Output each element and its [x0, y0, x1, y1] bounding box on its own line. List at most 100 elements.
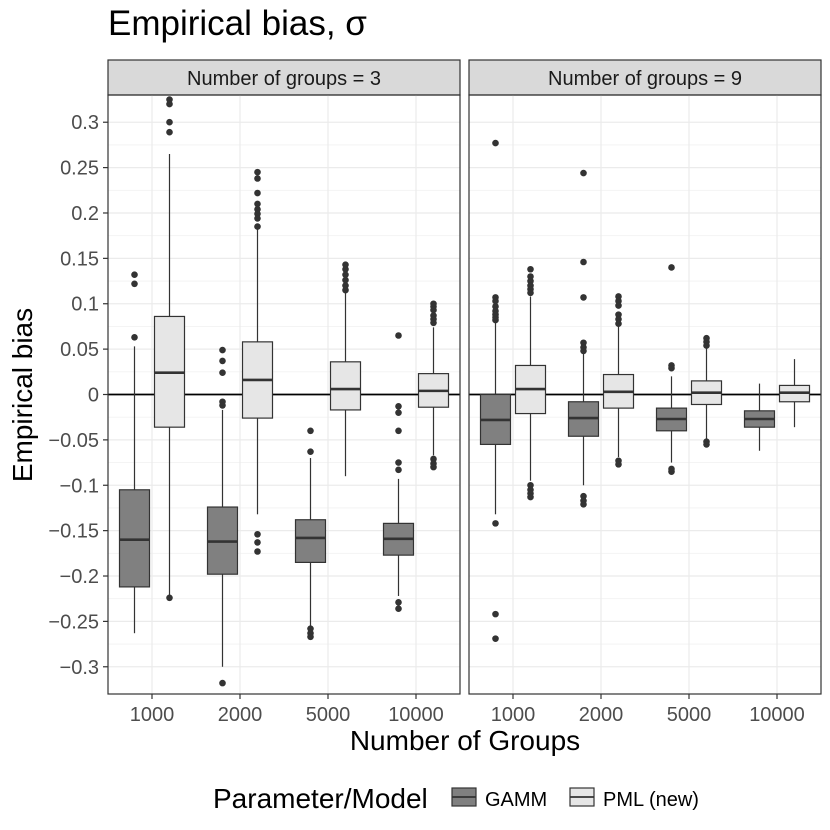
box-iqr [118, 489, 151, 588]
box-pml-2000 [602, 293, 635, 468]
outlier-point [580, 492, 587, 500]
outlier-point [254, 539, 261, 546]
outlier-point [430, 463, 437, 471]
outlier-point [580, 258, 587, 266]
y-axis: 0.3 0.25 0.2 0.15 0.1 0.05 0 −0.05 −0.1 −0.15 −0.2… [48, 112, 108, 679]
panel-border [468, 94, 822, 695]
legend-label-gamm: GAMM [485, 789, 547, 811]
x-tick-label: 2000 [218, 704, 263, 726]
outlier-point [527, 289, 534, 297]
outlier-point [527, 265, 534, 273]
outlier-point [219, 357, 226, 365]
outlier-point [131, 334, 138, 341]
outlier-point [492, 297, 499, 305]
outlier-point [166, 118, 173, 126]
box-gamm-5000 [655, 264, 688, 475]
outlier-point [580, 169, 587, 177]
outlier-point [527, 273, 534, 280]
y-tick-label: −0.2 [60, 566, 99, 588]
panel-1: Number of groups = 3 1000 2000 5000 10000 [107, 59, 461, 726]
outlier-point [395, 599, 402, 606]
x-tick-label: 1000 [130, 704, 175, 726]
outlier-point [430, 319, 437, 327]
box-pml-10000 [778, 359, 811, 428]
x-tick-label: 5000 [306, 704, 351, 726]
outlier-point [395, 459, 402, 466]
y-tick-label: −0.05 [48, 430, 99, 452]
outlier-point [395, 466, 402, 474]
outlier-point [615, 461, 622, 468]
outlier-point [430, 455, 437, 463]
outlier-point [254, 175, 261, 182]
box-gamm-2000 [567, 169, 600, 508]
outlier-point [254, 530, 261, 538]
outlier-point [580, 339, 587, 347]
box-pml-5000 [690, 334, 723, 448]
legend-label-pml: PML (new) [603, 789, 699, 811]
y-tick-label: −0.25 [48, 611, 99, 633]
outlier-point [166, 96, 173, 103]
outlier-point [527, 481, 534, 489]
outlier-point [307, 427, 314, 435]
outlier-point [668, 264, 675, 271]
box-gamm-2000 [206, 346, 239, 687]
box-iqr [294, 519, 327, 564]
outlier-point [254, 200, 261, 208]
outlier-point [703, 441, 710, 448]
outlier-point [492, 139, 499, 147]
y-tick-label: 0.2 [71, 203, 99, 225]
outlier-point [527, 277, 534, 285]
outlier-point [254, 210, 261, 218]
legend-title: Parameter/Model [213, 783, 428, 814]
outlier-point [430, 306, 437, 314]
outlier-point [254, 189, 261, 197]
facet-strip-label: Number of groups = 3 [187, 68, 381, 90]
outlier-point [254, 548, 261, 555]
facet-strip [107, 59, 461, 96]
outlier-point [166, 128, 173, 136]
outlier-point [492, 316, 499, 324]
legend: Parameter/Model GAMM PML (new) [213, 783, 699, 814]
outlier-point [492, 610, 499, 618]
x-tick-label: 10000 [749, 704, 805, 726]
outlier-point [492, 635, 499, 642]
outlier-point [307, 633, 314, 641]
outlier-point [254, 223, 261, 230]
outlier-point [254, 206, 261, 213]
x-axis-title: Number of Groups [350, 725, 580, 756]
outlier-point [395, 402, 402, 410]
outlier-point [615, 297, 622, 305]
y-tick-label: 0.05 [60, 339, 99, 361]
outlier-point [307, 448, 314, 455]
box-gamm-1000 [479, 139, 512, 642]
outlier-point [254, 215, 261, 222]
outlier-point [166, 100, 173, 108]
outlier-point [395, 427, 402, 435]
outlier-point [307, 625, 314, 632]
box-pml-10000 [417, 300, 450, 471]
y-tick-label: 0.3 [71, 112, 99, 134]
y-tick-label: 0 [88, 385, 99, 407]
outlier-point [254, 168, 261, 176]
outlier-point [492, 520, 499, 527]
outlier-point [668, 468, 675, 475]
x-tick-label: 5000 [667, 704, 712, 726]
y-tick-label: 0.25 [60, 158, 99, 180]
outlier-point [219, 402, 226, 409]
y-axis-title: Empirical bias [7, 308, 38, 482]
outlier-point [342, 286, 349, 294]
outlier-point [219, 346, 226, 354]
x-tick-label: 2000 [579, 704, 624, 726]
x-tick-label: 10000 [388, 704, 444, 726]
outlier-point [668, 364, 675, 372]
outlier-point [615, 320, 622, 328]
outlier-point [219, 679, 226, 687]
y-tick-label: −0.3 [60, 657, 99, 679]
box-pml-1000 [153, 96, 186, 602]
y-tick-label: 0.15 [60, 248, 99, 270]
outlier-point [492, 303, 499, 310]
outlier-point [219, 369, 226, 377]
box-pml-1000 [514, 265, 547, 501]
